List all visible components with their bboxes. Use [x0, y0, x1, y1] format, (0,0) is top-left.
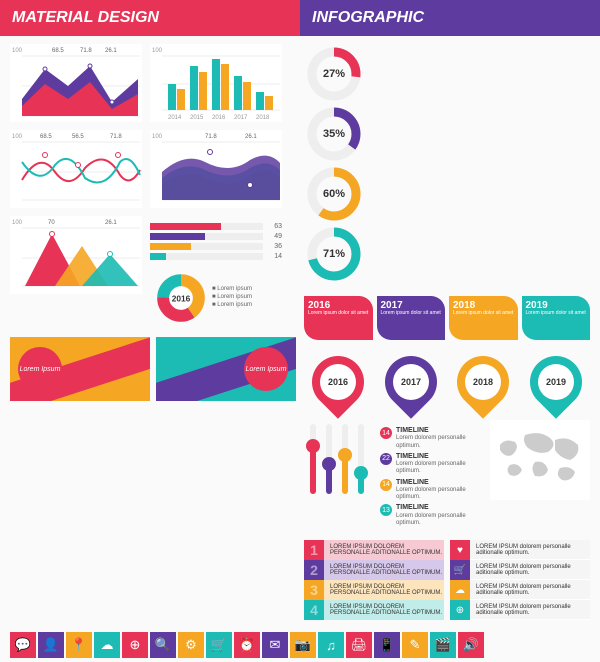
legend-item: Lorem ipsum: [217, 286, 252, 292]
map-pin: 2016: [312, 356, 364, 414]
list-item: 3LOREM IPSUM DOLOREM PERSONALLE ADITIONA…: [304, 580, 444, 600]
list-item: 1LOREM IPSUM DOLOREM PERSONALLE ADITIONA…: [304, 540, 444, 560]
list-item: ☁LOREM IPSUM dolorem personalle aditiona…: [450, 580, 590, 600]
slider[interactable]: [326, 424, 332, 494]
svg-text:71.8: 71.8: [205, 134, 217, 140]
svg-text:56.5: 56.5: [72, 134, 84, 140]
year-leaf: 2018Lorem ipsum dolor sit amet: [449, 296, 518, 340]
toolbar-icon[interactable]: ♫: [318, 632, 344, 658]
sliders: [304, 420, 370, 500]
map-pin: 2019: [530, 356, 582, 414]
wave-chart: 100 71.8 26.1: [150, 130, 282, 208]
legend-item: Lorem ipsum: [217, 294, 252, 300]
timeline-item: 14TIMELINELorem dolorem personalle optim…: [380, 479, 480, 502]
svg-text:26.1: 26.1: [105, 220, 117, 226]
material-cards: Lorem IpsumLorem Ipsum: [10, 337, 296, 401]
toolbar-icon[interactable]: ✎: [402, 632, 428, 658]
toolbar-icon[interactable]: 🎬: [430, 632, 456, 658]
toolbar-icon[interactable]: 🔊: [458, 632, 484, 658]
donut-chart: 27%: [304, 44, 364, 104]
world-map: [490, 420, 590, 500]
toolbar-icon[interactable]: 📷: [290, 632, 316, 658]
svg-text:68.5: 68.5: [52, 48, 64, 54]
list-item: ⊕LOREM IPSUM dolorem personalle aditiona…: [450, 600, 590, 620]
slider[interactable]: [342, 424, 348, 494]
legend-item: Lorem ipsum: [217, 302, 252, 308]
header-title-left: MATERIAL DESIGN: [0, 0, 300, 36]
toolbar-icon[interactable]: 🖨: [346, 632, 372, 658]
toolbar-icon[interactable]: ⚙: [178, 632, 204, 658]
year-leaf: 2019Lorem ipsum dolor sit amet: [522, 296, 591, 340]
numbered-list: 1LOREM IPSUM DOLOREM PERSONALLE ADITIONA…: [304, 540, 444, 620]
svg-text:2017: 2017: [234, 115, 248, 121]
year-leaf: 2016Lorem ipsum dolor sit amet: [304, 296, 373, 340]
list-item: ♥LOREM IPSUM dolorem personalle aditiona…: [450, 540, 590, 560]
svg-text:100: 100: [152, 48, 163, 54]
svg-text:26.1: 26.1: [105, 48, 117, 54]
list-item: 2LOREM IPSUM DOLOREM PERSONALLE ADITIONA…: [304, 560, 444, 580]
year-leaf: 2017Lorem ipsum dolor sit amet: [377, 296, 446, 340]
timeline-item: 22TIMELINELorem dolorem personalle optim…: [380, 453, 480, 476]
timeline-item: 14TIMELINELorem dolorem personalle optim…: [380, 427, 480, 450]
toolbar-icon[interactable]: 🛒: [206, 632, 232, 658]
svg-text:2016: 2016: [172, 294, 191, 304]
material-card: Lorem Ipsum: [10, 337, 150, 401]
icon-list: ♥LOREM IPSUM dolorem personalle aditiona…: [450, 540, 590, 620]
svg-text:100: 100: [12, 48, 23, 54]
material-card: Lorem Ipsum: [156, 337, 296, 401]
leaf-row: 2016Lorem ipsum dolor sit amet2017Lorem …: [304, 296, 590, 340]
bar-chart: 100 2014 2015 2016 2017 2018: [150, 44, 282, 122]
svg-text:2015: 2015: [190, 115, 204, 121]
horizontal-bars: 63493614: [150, 216, 282, 267]
slider[interactable]: [310, 424, 316, 494]
header: MATERIAL DESIGN INFOGRAPHIC: [0, 0, 600, 36]
list-item: 4LOREM IPSUM DOLOREM PERSONALLE ADITIONA…: [304, 600, 444, 620]
donut-chart: 71%: [304, 224, 364, 284]
timeline: 14TIMELINELorem dolorem personalle optim…: [376, 420, 484, 534]
timeline-item: 13TIMELINELorem dolorem personalle optim…: [380, 504, 480, 527]
triangle-chart: 100 70 26.1: [10, 216, 142, 294]
svg-text:100: 100: [12, 134, 23, 140]
pin-row: 2016 2017 2018 2019: [304, 356, 590, 414]
donut-chart: 35%: [304, 104, 364, 164]
svg-text:26.1: 26.1: [245, 134, 257, 140]
svg-text:71.8: 71.8: [80, 48, 92, 54]
map-pin: 2018: [457, 356, 509, 414]
donut-chart: 60%: [304, 164, 364, 224]
svg-text:2016: 2016: [212, 115, 226, 121]
line-chart: 100 68.5 56.5 71.8: [10, 130, 142, 208]
toolbar-icon[interactable]: 💬: [10, 632, 36, 658]
mini-donut: 2016 ■ Lorem ipsum ■ Lorem ipsum ■ Lorem…: [150, 267, 282, 329]
map-pin: 2017: [385, 356, 437, 414]
toolbar-icon[interactable]: ⊕: [122, 632, 148, 658]
svg-text:68.5: 68.5: [40, 134, 52, 140]
toolbar-icon[interactable]: 📍: [66, 632, 92, 658]
svg-text:2018: 2018: [256, 115, 270, 121]
header-title-right: INFOGRAPHIC: [300, 0, 600, 36]
slider[interactable]: [358, 424, 364, 494]
toolbar-icon[interactable]: 📱: [374, 632, 400, 658]
toolbar-icon[interactable]: ⏰: [234, 632, 260, 658]
area-chart: 100 68.5 71.8 26.1: [10, 44, 142, 122]
svg-text:2014: 2014: [168, 115, 182, 121]
svg-text:71.8: 71.8: [110, 134, 122, 140]
donut-row: 27%35%60%71%: [304, 44, 590, 284]
toolbar-icon[interactable]: ✉: [262, 632, 288, 658]
icon-bar: 💬👤📍☁⊕🔍⚙🛒⏰✉📷♫🖨📱✎🎬🔊: [0, 628, 600, 662]
toolbar-icon[interactable]: ☁: [94, 632, 120, 658]
svg-text:100: 100: [152, 134, 163, 140]
svg-text:70: 70: [48, 220, 55, 226]
toolbar-icon[interactable]: 👤: [38, 632, 64, 658]
toolbar-icon[interactable]: 🔍: [150, 632, 176, 658]
list-item: 🛒LOREM IPSUM dolorem personalle aditiona…: [450, 560, 590, 580]
svg-text:100: 100: [12, 220, 23, 226]
